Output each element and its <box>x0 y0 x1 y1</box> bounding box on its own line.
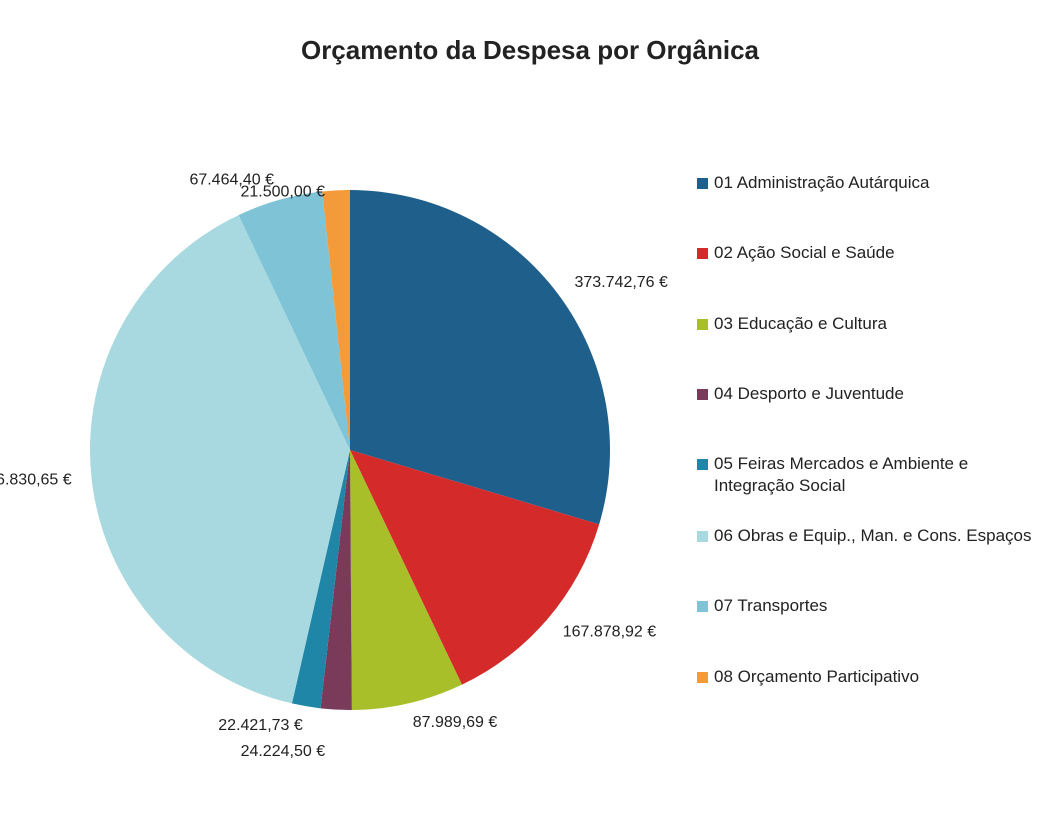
data-label: 87.989,69 € <box>413 714 498 731</box>
pie-slice <box>90 215 350 704</box>
legend-swatch <box>697 459 708 470</box>
legend-swatch <box>697 531 708 542</box>
legend-swatch <box>697 178 708 189</box>
pie-slice <box>291 450 350 709</box>
pie-slice <box>350 450 600 685</box>
legend-label: 05 Feiras Mercados e Ambiente e Integraç… <box>714 454 969 495</box>
legend-swatch <box>697 672 708 683</box>
legend-label: 06 Obras e Equip., Man. e Cons. Espaços <box>714 526 1032 545</box>
legend-item: 03 Educação e Cultura <box>697 313 1042 335</box>
legend-label: 08 Orçamento Participativo <box>714 667 920 686</box>
legend-item: 08 Orçamento Participativo <box>697 666 1042 688</box>
legend-swatch <box>697 601 708 612</box>
data-label: 496.830,65 € <box>0 472 72 489</box>
data-label: 21.500,00 € <box>240 184 325 201</box>
data-label: 67.464,40 € <box>189 172 274 189</box>
legend-label: 07 Transportes <box>714 596 828 615</box>
legend-item: 04 Desporto e Juventude <box>697 383 1042 405</box>
legend-label: 04 Desporto e Juventude <box>714 384 904 403</box>
pie-slice <box>320 450 352 710</box>
legend-swatch <box>697 389 708 400</box>
legend-item: 07 Transportes <box>697 595 1042 617</box>
legend-label: 02 Ação Social e Saúde <box>714 243 895 262</box>
legend-item: 05 Feiras Mercados e Ambiente e Integraç… <box>697 453 1042 497</box>
chart-title: Orçamento da Despesa por Orgânica <box>301 35 760 65</box>
data-label: 373.742,76 € <box>575 274 669 291</box>
data-label: 167.878,92 € <box>563 623 657 640</box>
legend-label: 01 Administração Autárquica <box>714 173 930 192</box>
legend-swatch <box>697 319 708 330</box>
legend-item: 02 Ação Social e Saúde <box>697 242 1042 264</box>
pie-slice <box>350 450 462 710</box>
legend-item: 06 Obras e Equip., Man. e Cons. Espaços <box>697 525 1042 547</box>
data-label: 22.421,73 € <box>218 717 303 734</box>
pie-slice <box>238 191 350 450</box>
legend-label: 03 Educação e Cultura <box>714 314 887 333</box>
pie-slice <box>322 190 350 450</box>
data-label: 24.224,50 € <box>241 743 326 760</box>
pie-slice <box>350 190 610 525</box>
legend-swatch <box>697 248 708 259</box>
legend-item: 01 Administração Autárquica <box>697 172 1042 194</box>
